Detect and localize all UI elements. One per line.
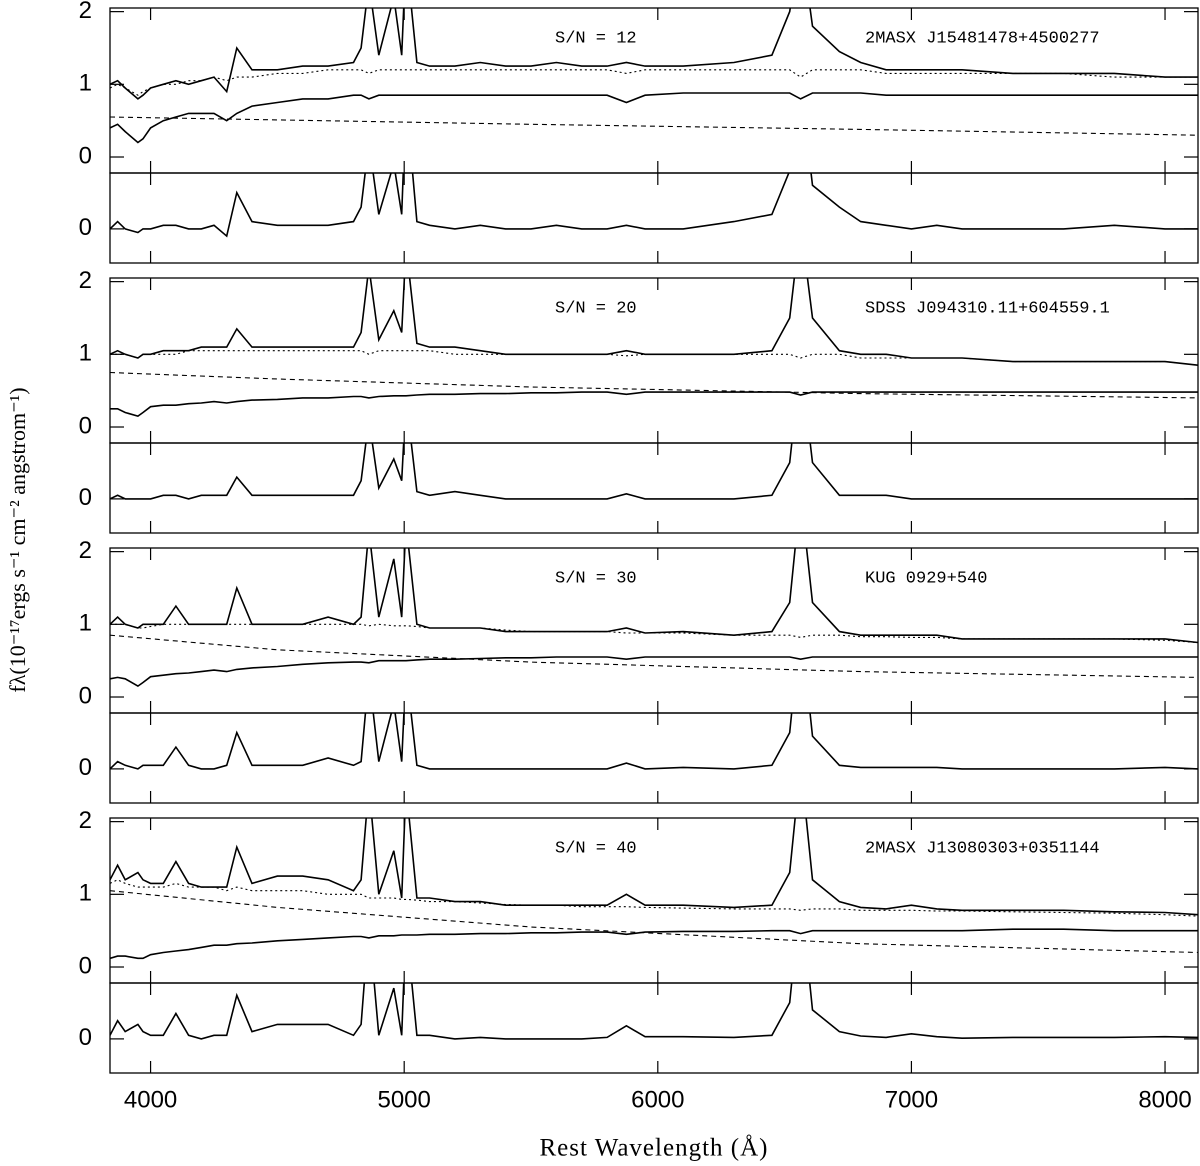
x-tick-label: 6000	[631, 1086, 684, 1113]
spectrum-line	[110, 92, 1198, 144]
annotation: S/N = 12	[555, 29, 637, 48]
y-tick-label: 0	[79, 754, 92, 781]
panel-frame	[109, 442, 1199, 534]
y-tick-label: 0	[79, 412, 92, 439]
y-axis-label: fλ(10⁻¹⁷ergs s⁻¹ cm⁻² angstrom⁻¹)	[5, 387, 30, 692]
annotation: S/N = 20	[555, 299, 637, 318]
panel-frame	[109, 547, 1199, 714]
x-axis-label: Rest Wavelength (Å)	[540, 1135, 769, 1162]
spectrum-line	[110, 818, 1198, 916]
annotation: SDSS J094310.11+604559.1	[865, 299, 1110, 318]
annotation: KUG 0929+540	[865, 569, 987, 588]
annotation: 2MASX J13080303+0351144	[865, 839, 1100, 858]
spectrum-line	[110, 548, 1198, 644]
spectrum-line	[110, 69, 1198, 96]
x-tick-label: 7000	[885, 1086, 938, 1113]
spectrum-line	[110, 634, 1198, 678]
y-tick-label: 0	[79, 484, 92, 511]
spectrum-line	[110, 890, 1198, 954]
y-tick-label: 1	[79, 70, 92, 97]
panel-frame	[109, 982, 1199, 1074]
y-tick-label: 0	[79, 682, 92, 709]
spectrum-line	[110, 391, 1198, 417]
spectrum-line	[110, 713, 1198, 770]
spectrum-line	[110, 983, 1198, 1040]
spectrum-line	[110, 8, 1198, 100]
spectrum-line	[110, 173, 1198, 238]
annotation: S/N = 30	[555, 569, 637, 588]
y-tick-label: 2	[79, 267, 92, 294]
spectrum-line	[110, 656, 1198, 688]
y-tick-label: 1	[79, 340, 92, 367]
annotation: S/N = 40	[555, 839, 637, 858]
spectrum-line	[110, 350, 1198, 366]
spectrum-line	[110, 371, 1198, 399]
x-tick-label: 5000	[377, 1086, 430, 1113]
y-tick-label: 2	[79, 537, 92, 564]
panel-frame	[109, 712, 1199, 804]
panel-frame	[109, 172, 1199, 264]
x-tick-label: 8000	[1138, 1086, 1191, 1113]
spectrum-line	[110, 928, 1198, 960]
y-tick-label: 1	[79, 880, 92, 907]
y-tick-label: 1	[79, 610, 92, 637]
spectrum-line	[110, 443, 1198, 500]
y-tick-label: 0	[79, 142, 92, 169]
annotation: 2MASX J15481478+4500277	[865, 29, 1100, 48]
spectrum-line	[110, 623, 1198, 644]
y-tick-label: 0	[79, 952, 92, 979]
spectrum-line	[110, 116, 1198, 136]
spectrum-line	[110, 278, 1198, 366]
y-tick-label: 0	[79, 214, 92, 241]
y-tick-label: 2	[79, 807, 92, 834]
y-tick-label: 2	[79, 0, 92, 24]
y-tick-label: 0	[79, 1024, 92, 1051]
x-tick-label: 4000	[124, 1086, 177, 1113]
